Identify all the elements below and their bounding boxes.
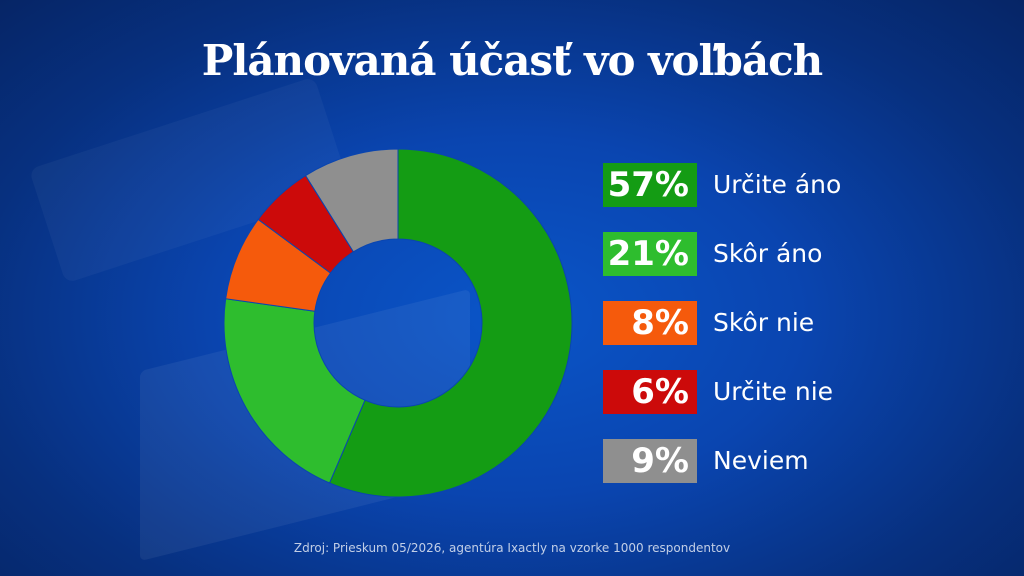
legend-item-neviem: 9% Neviem [603, 439, 1003, 483]
legend-item-urcite-nie: 6% Určite nie [603, 370, 1003, 414]
legend-item-skor-nie: 8% Skôr nie [603, 301, 1003, 345]
donut-slice-1 [223, 298, 366, 484]
legend-value-box: 9% [603, 439, 697, 483]
legend-label: Skôr áno [713, 239, 823, 268]
legend-value-box: 21% [603, 232, 697, 276]
legend-label: Určite nie [713, 377, 834, 406]
donut-slice-4 [304, 148, 399, 253]
legend-value-box: 57% [603, 163, 697, 207]
legend-label: Skôr nie [713, 308, 815, 337]
legend-label: Určite áno [713, 170, 842, 199]
chart-title: Plánovaná účasť vo voľbách [201, 36, 823, 85]
donut-slice-0 [328, 148, 573, 498]
legend-item-urcite-ano: 57% Určite áno [603, 163, 1003, 207]
source-note: Zdroj: Prieskum 05/2026, agentúra Ixactl… [293, 541, 731, 555]
legend-item-skor-ano: 21% Skôr áno [603, 232, 1003, 276]
legend-label: Neviem [713, 446, 809, 475]
legend-value-box: 8% [603, 301, 697, 345]
legend-value-box: 6% [603, 370, 697, 414]
